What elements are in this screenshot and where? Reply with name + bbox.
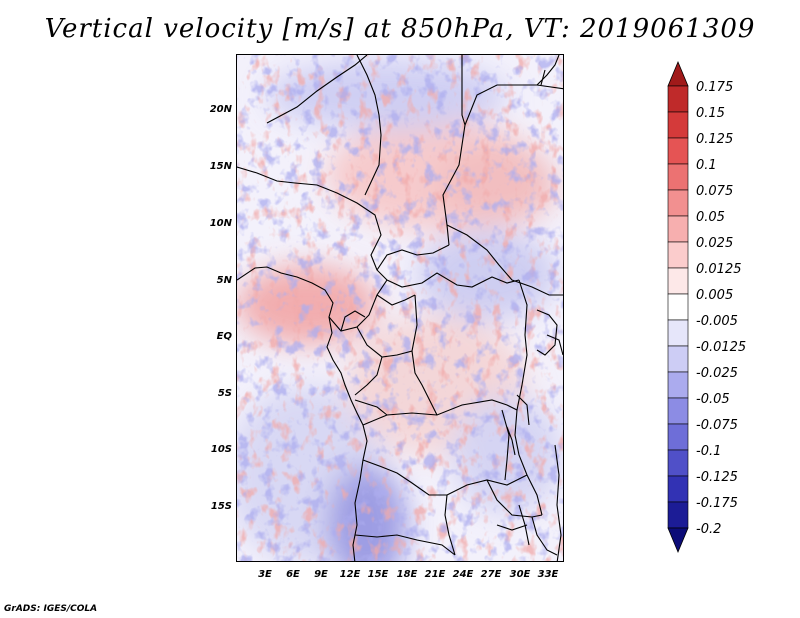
colorbar-label: 0.075 bbox=[696, 184, 734, 199]
colorbar-label: -0.005 bbox=[696, 314, 738, 329]
country-borders bbox=[237, 55, 563, 561]
colorbar-label: -0.025 bbox=[696, 366, 738, 381]
colorbar-label: 0.0125 bbox=[696, 262, 742, 277]
colorbar bbox=[667, 60, 689, 554]
colorbar-swatch bbox=[667, 293, 689, 321]
lon-label-27e: 27E bbox=[480, 569, 502, 580]
lat-label-15s: 15S bbox=[210, 501, 232, 512]
colorbar-label: -0.1 bbox=[696, 444, 722, 459]
colorbar-label: 0.125 bbox=[696, 132, 734, 147]
colorbar-swatch bbox=[667, 449, 689, 477]
colorbar-swatch bbox=[667, 163, 689, 191]
lat-label-15n: 15N bbox=[209, 161, 232, 172]
colorbar-swatch bbox=[667, 397, 689, 425]
colorbar-swatch bbox=[667, 319, 689, 347]
colorbar-swatch bbox=[667, 137, 689, 165]
lon-label-6e: 6E bbox=[286, 569, 300, 580]
lon-label-33e: 33E bbox=[537, 569, 559, 580]
colorbar-label: 0.025 bbox=[696, 236, 734, 251]
colorbar-swatch bbox=[667, 215, 689, 243]
colorbar-swatch bbox=[667, 345, 689, 373]
lon-label-30e: 30E bbox=[509, 569, 531, 580]
lat-label-eq: EQ bbox=[216, 331, 232, 342]
colorbar-label: -0.075 bbox=[696, 418, 738, 433]
colorbar-label: -0.125 bbox=[696, 470, 738, 485]
colorbar-label: 0.175 bbox=[696, 80, 734, 95]
lon-label-3e: 3E bbox=[258, 569, 272, 580]
chart-title: Vertical velocity [m/s] at 850hPa, VT: 2… bbox=[44, 14, 756, 44]
colorbar-swatch bbox=[667, 189, 689, 217]
map-panel bbox=[236, 54, 564, 562]
colorbar-label: 0.05 bbox=[696, 210, 725, 225]
colorbar-arrow-top bbox=[667, 60, 689, 87]
footer-credit: GrADS: IGES/COLA bbox=[4, 604, 98, 614]
map-field bbox=[237, 55, 563, 561]
colorbar-swatch bbox=[667, 371, 689, 399]
lon-label-24e: 24E bbox=[452, 569, 474, 580]
colorbar-label: -0.0125 bbox=[696, 340, 747, 355]
colorbar-swatch bbox=[667, 267, 689, 295]
lat-label-5s: 5S bbox=[217, 388, 232, 399]
lat-label-10n: 10N bbox=[209, 218, 232, 229]
lon-label-12e: 12E bbox=[339, 569, 361, 580]
colorbar-label: -0.2 bbox=[696, 522, 722, 537]
colorbar-swatch bbox=[667, 475, 689, 503]
lat-label-20n: 20N bbox=[209, 104, 232, 115]
colorbar-label: 0.15 bbox=[696, 106, 725, 121]
colorbar-arrow-bottom bbox=[667, 527, 689, 554]
lon-label-15e: 15E bbox=[367, 569, 389, 580]
lon-label-21e: 21E bbox=[424, 569, 446, 580]
colorbar-label: 0.005 bbox=[696, 288, 734, 303]
colorbar-label: 0.1 bbox=[696, 158, 717, 173]
lon-label-18e: 18E bbox=[396, 569, 418, 580]
lat-label-5n: 5N bbox=[216, 275, 232, 286]
lat-label-10s: 10S bbox=[210, 444, 232, 455]
colorbar-label: -0.05 bbox=[696, 392, 730, 407]
colorbar-swatch bbox=[667, 85, 689, 113]
lon-label-9e: 9E bbox=[314, 569, 328, 580]
colorbar-swatch bbox=[667, 111, 689, 139]
colorbar-swatch bbox=[667, 501, 689, 529]
colorbar-swatch bbox=[667, 423, 689, 451]
colorbar-swatch bbox=[667, 241, 689, 269]
colorbar-label: -0.175 bbox=[696, 496, 738, 511]
